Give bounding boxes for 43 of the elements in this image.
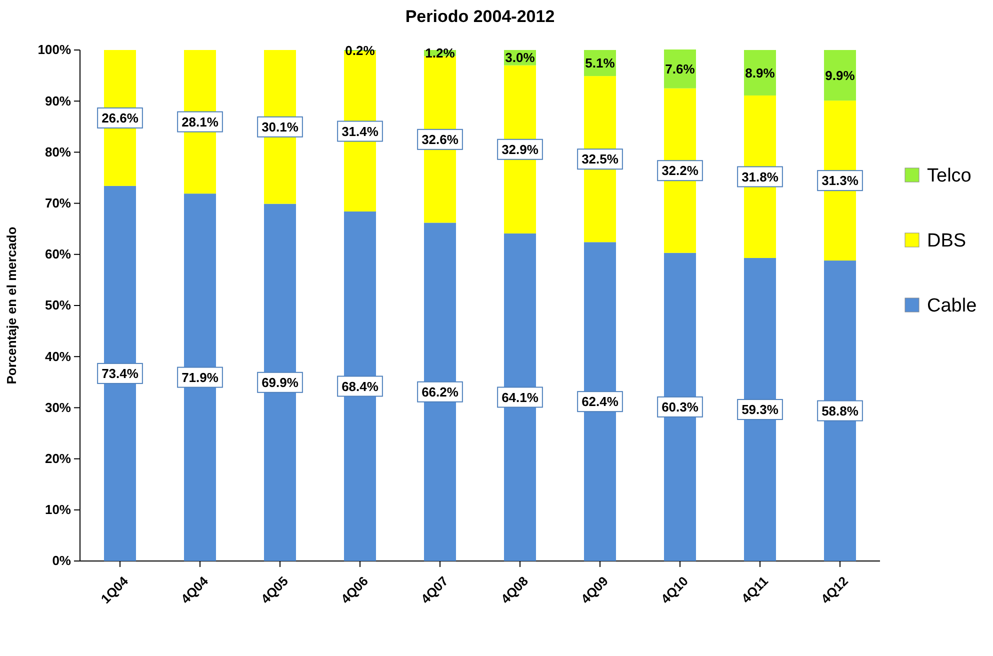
- legend-label: Cable: [927, 296, 977, 317]
- data-label: 73.4%: [102, 366, 139, 382]
- y-tick-label: 10%: [44, 502, 72, 518]
- data-label: 60.3%: [662, 399, 699, 414]
- chart-title: Periodo 2004-2012: [405, 7, 555, 26]
- y-tick-label: 40%: [44, 348, 72, 364]
- y-tick-label: 0%: [52, 553, 72, 568]
- data-label: 59.3%: [742, 402, 779, 418]
- data-label: 3.0%: [505, 50, 536, 66]
- data-label: 32.9%: [502, 142, 539, 157]
- data-label: 58.8%: [822, 403, 859, 418]
- data-label: 64.1%: [502, 390, 539, 405]
- data-label: 8.9%: [745, 65, 776, 80]
- bar: [824, 50, 856, 101]
- data-label: 32.6%: [422, 132, 459, 147]
- data-label: 32.2%: [662, 163, 699, 178]
- data-label: 32.5%: [582, 152, 619, 167]
- legend-label: DBS: [927, 230, 966, 252]
- data-label: 26.6%: [102, 110, 139, 126]
- data-label: 68.4%: [342, 378, 379, 394]
- y-tick-label: 70%: [44, 195, 72, 210]
- data-label: 31.4%: [342, 124, 379, 139]
- y-tick-label: 100%: [38, 42, 72, 58]
- data-label: 5.1%: [585, 56, 616, 71]
- data-label: 28.1%: [182, 114, 219, 130]
- data-label: 66.2%: [422, 384, 459, 400]
- y-tick-label: 80%: [44, 144, 72, 160]
- data-label: 69.9%: [262, 374, 299, 390]
- y-tick-label: 90%: [44, 93, 72, 108]
- legend-label: Telco: [927, 166, 972, 187]
- data-label: 31.3%: [822, 173, 859, 188]
- data-label: 62.4%: [582, 394, 619, 410]
- y-tick-label: 20%: [44, 450, 72, 466]
- data-label: 7.6%: [665, 61, 696, 76]
- y-axis-title: Porcentaje en el mercado: [4, 226, 19, 384]
- data-label: 1.2%: [425, 46, 456, 61]
- data-label: 71.9%: [182, 370, 219, 385]
- data-label: 30.1%: [262, 119, 299, 134]
- data-label: 31.8%: [742, 169, 779, 184]
- y-tick-label: 60%: [44, 246, 72, 262]
- y-tick-label: 30%: [44, 400, 72, 415]
- data-label: 9.9%: [825, 68, 856, 83]
- y-tick-label: 50%: [44, 298, 72, 313]
